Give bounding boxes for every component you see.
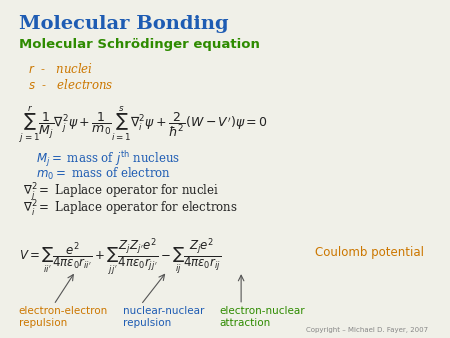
- Text: electron-nuclear
attraction: electron-nuclear attraction: [219, 307, 305, 328]
- Text: electron-electron
repulsion: electron-electron repulsion: [19, 307, 108, 328]
- Text: $M_j = $ mass of $j^{\mathrm{th}}$ nucleus: $M_j = $ mass of $j^{\mathrm{th}}$ nucle…: [36, 149, 180, 169]
- Text: Molecular Schrödinger equation: Molecular Schrödinger equation: [19, 38, 260, 51]
- Text: $r$  -   nuclei: $r$ - nuclei: [27, 62, 93, 76]
- Text: $V = \sum_{ii^{\prime}}\dfrac{e^2}{4\pi\varepsilon_0 r_{ii^{\prime}}} + \sum_{jj: $V = \sum_{ii^{\prime}}\dfrac{e^2}{4\pi\…: [19, 236, 221, 277]
- Text: $\nabla_j^2 = $ Laplace operator for nuclei: $\nabla_j^2 = $ Laplace operator for nuc…: [23, 183, 219, 204]
- Text: Molecular Bonding: Molecular Bonding: [19, 15, 229, 33]
- Text: $s$  -   electrons: $s$ - electrons: [27, 78, 113, 93]
- Text: $m_0 = $ mass of electron: $m_0 = $ mass of electron: [36, 166, 171, 182]
- Text: Copyright – Michael D. Fayer, 2007: Copyright – Michael D. Fayer, 2007: [306, 327, 428, 333]
- Text: $\sum_{j=1}^{r}\dfrac{1}{M_j}\nabla_j^2\psi + \dfrac{1}{m_0}\sum_{i=1}^{s}\nabla: $\sum_{j=1}^{r}\dfrac{1}{M_j}\nabla_j^2\…: [19, 105, 268, 145]
- Text: Coulomb potential: Coulomb potential: [315, 246, 424, 259]
- Text: nuclear-nuclear
repulsion: nuclear-nuclear repulsion: [123, 307, 205, 328]
- Text: $\nabla_i^2 = $ Laplace operator for electrons: $\nabla_i^2 = $ Laplace operator for ele…: [23, 199, 238, 219]
